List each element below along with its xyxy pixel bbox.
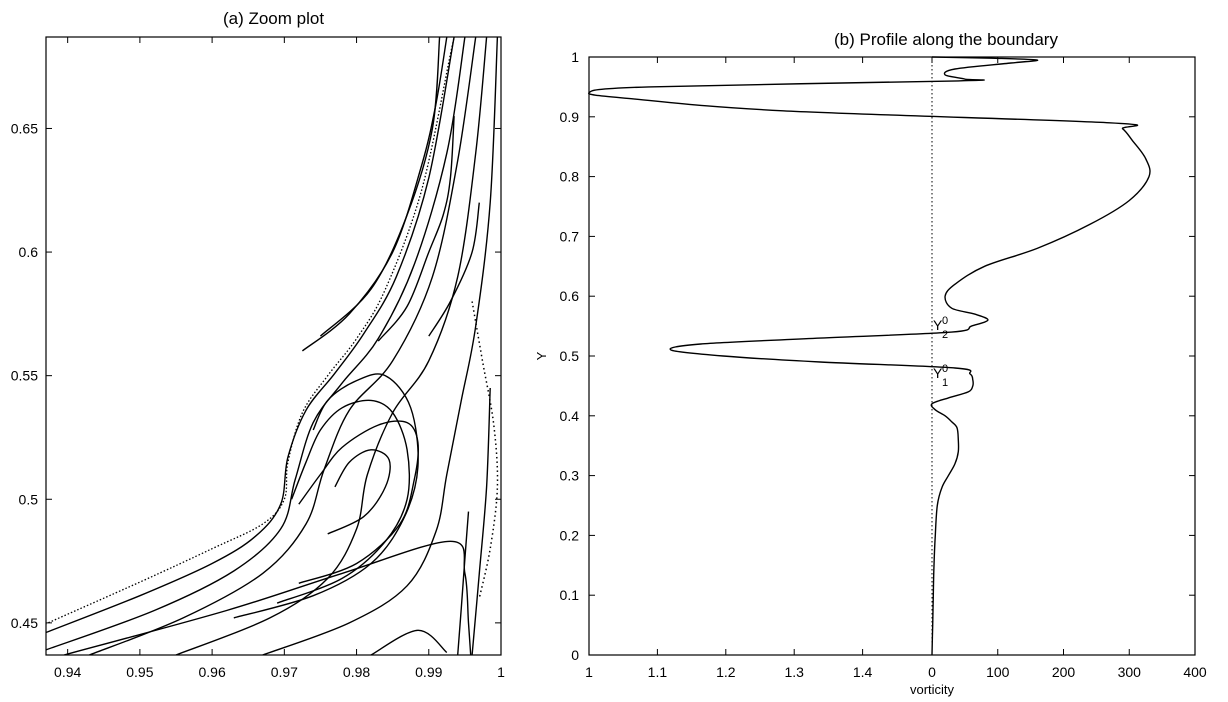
x-tick-label: 1.3 xyxy=(784,664,804,680)
x-tick-label: 0.98 xyxy=(343,664,370,680)
contour-line xyxy=(276,399,411,604)
y-tick-label: 0.7 xyxy=(560,228,580,244)
x-tick-label: 0 xyxy=(928,664,936,680)
chart-b-y-axis: 0 0.1 0.2 0.3 0.4 0.5 0.6 0.7 0.8 0.9 1 xyxy=(560,49,1195,663)
chart-a-title: (a) Zoom plot xyxy=(223,9,324,28)
chart-b-frame xyxy=(588,56,1196,656)
y-tick-label: 0.6 xyxy=(19,244,39,260)
chart-a-y-axis: 0.45 0.5 0.55 0.6 0.65 xyxy=(11,120,501,631)
y-tick-label: 0.9 xyxy=(560,109,580,125)
contour-line xyxy=(377,116,455,342)
y-root-annotation-sup: 0 xyxy=(942,363,948,375)
x-tick-label: 1.1 xyxy=(648,664,668,680)
x-tick-label: 1 xyxy=(497,664,505,680)
zoom-plot-panel: (a) Zoom plot 0.94 0.95 0.96 0.97 0.98 0.99 1 … xyxy=(11,9,505,680)
x-tick-label: 0.97 xyxy=(271,664,298,680)
y-tick-label: 0.2 xyxy=(560,527,580,543)
x-tick-label: 1.4 xyxy=(853,664,873,680)
y-tick-label: 0.8 xyxy=(560,169,580,185)
contour-line xyxy=(46,37,455,634)
x-tick-label: 0.99 xyxy=(415,664,442,680)
contour-line xyxy=(428,202,480,337)
chart-b-title: (b) Profile along the boundary xyxy=(834,30,1058,49)
chart-a-frame xyxy=(45,36,502,656)
contour-line xyxy=(63,540,472,655)
x-tick-label: 0.94 xyxy=(54,664,81,680)
chart-b-x-label: vorticity xyxy=(910,682,955,697)
contour-line xyxy=(327,449,391,535)
x-tick-label: 1 xyxy=(585,664,593,680)
contour-lines xyxy=(46,37,499,655)
y-root-annotation: Y xyxy=(933,317,943,333)
contour-dotted-region xyxy=(471,301,499,599)
x-tick-label: 200 xyxy=(1052,664,1076,680)
contour-line xyxy=(298,420,419,584)
contour-line xyxy=(262,37,499,655)
x-tick-label: 100 xyxy=(986,664,1010,680)
y-tick-label: 0.5 xyxy=(19,491,39,507)
contour-line xyxy=(457,511,470,655)
contour-line xyxy=(46,37,466,651)
contour-line xyxy=(89,37,477,655)
y-root-annotation-sub: 1 xyxy=(942,377,948,389)
y-tick-label: 0.55 xyxy=(11,368,38,384)
profile-plot-panel: (b) Profile along the boundary 1 1.1 1.2 1.… xyxy=(534,30,1207,697)
x-tick-label: 1.2 xyxy=(716,664,736,680)
vorticity-profile-series xyxy=(588,56,1151,656)
y-tick-label: 0.1 xyxy=(560,587,580,603)
y-root-annotation: Y xyxy=(933,365,943,381)
y-tick-label: 1 xyxy=(571,49,579,65)
y-tick-label: 0.4 xyxy=(560,408,580,424)
contour-line xyxy=(370,629,448,655)
chart-b-x-axis: 1 1.1 1.2 1.3 1.4 0 100 200 300 400 xyxy=(585,57,1207,680)
contour-line xyxy=(175,37,488,655)
y-tick-label: 0.5 xyxy=(560,348,580,364)
y-tick-label: 0 xyxy=(571,647,579,663)
y-tick-label: 0.65 xyxy=(11,120,38,136)
chart-b-y-label: Y xyxy=(534,351,549,360)
contour-line xyxy=(233,373,419,619)
x-tick-label: 0.95 xyxy=(126,664,153,680)
chart-a-x-axis: 0.94 0.95 0.96 0.97 0.98 0.99 1 xyxy=(54,37,505,680)
y-tick-label: 0.6 xyxy=(560,288,580,304)
y-root-annotation-sub: 2 xyxy=(942,329,948,341)
contour-dotted-envelope xyxy=(46,37,455,625)
x-tick-label: 400 xyxy=(1183,664,1207,680)
x-tick-label: 0.96 xyxy=(198,664,225,680)
y-root-annotation-sup: 0 xyxy=(942,315,948,327)
y-tick-label: 0.45 xyxy=(11,615,38,631)
annotations: Y 02Y 01 xyxy=(933,315,948,389)
y-tick-label: 0.3 xyxy=(560,468,580,484)
x-tick-label: 300 xyxy=(1118,664,1142,680)
contour-line xyxy=(471,387,491,655)
contour-line xyxy=(319,37,441,337)
